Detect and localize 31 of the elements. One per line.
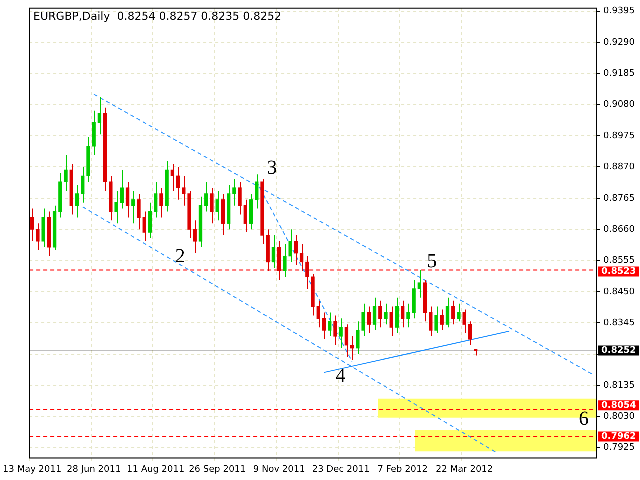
y-tick-label: 0.8030 (604, 412, 636, 422)
x-tick-label: 13 May 2011 (3, 464, 62, 475)
annotation: 2 (175, 245, 186, 268)
y-tick-label: 0.8345 (604, 318, 636, 328)
x-tick-label: 7 Feb 2012 (378, 464, 428, 475)
y-tick-label: 0.9290 (604, 38, 636, 48)
x-tick-label: 9 Nov 2011 (253, 464, 306, 475)
y-tick-label: 0.9395 (604, 6, 636, 17)
y-tick-label: 0.7925 (604, 443, 636, 454)
x-tick-label: 26 Sep 2011 (189, 464, 246, 475)
x-tick-label: 22 Mar 2012 (436, 464, 494, 475)
y-tick-label: 0.8870 (604, 162, 636, 173)
y-tick-label: 0.8660 (604, 224, 636, 235)
annotation: 3 (267, 157, 278, 180)
annotation: 5 (427, 250, 438, 272)
y-tick-label: 0.8975 (604, 131, 636, 142)
y-tick-label: 0.8555 (604, 256, 636, 266)
x-tick-label: 11 Aug 2011 (127, 464, 185, 475)
y-tick-label: 0.9080 (604, 100, 636, 110)
y-tick-label: 0.9185 (604, 69, 636, 80)
x-tick-label: 28 Jun 2011 (67, 464, 122, 475)
chart-title: EURGBP,Daily 0.8254 0.8257 0.8235 0.8252 (34, 10, 282, 23)
ref-line-label: 0.7962 (602, 432, 636, 442)
annotation: 4 (336, 365, 346, 388)
ref-line-label: 0.8523 (602, 267, 636, 278)
x-tick-label: 23 Dec 2011 (312, 464, 370, 475)
y-tick-label: 0.8450 (604, 287, 636, 298)
y-tick-label: 0.8765 (604, 194, 636, 204)
ref-line-label: 0.8054 (602, 400, 636, 411)
y-tick-label: 0.8135 (604, 380, 636, 391)
ref-line-label: 0.8252 (602, 346, 636, 356)
